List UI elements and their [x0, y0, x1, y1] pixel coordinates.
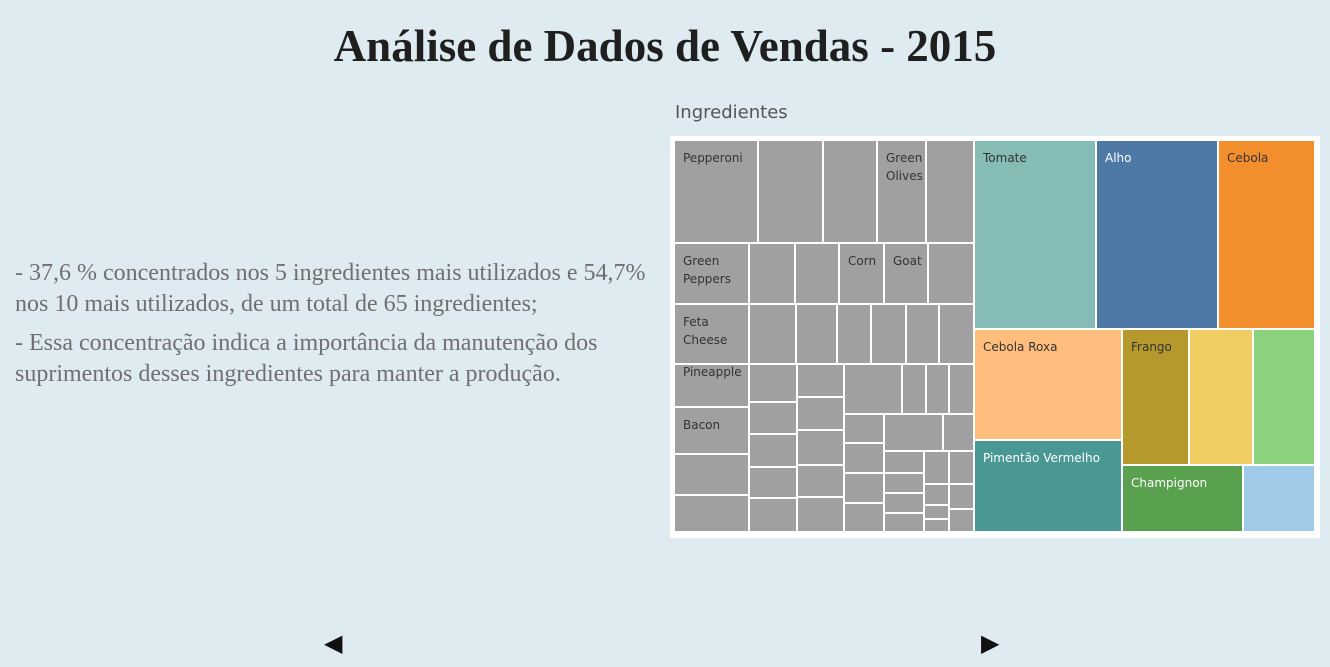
treemap-cell-other[interactable]	[675, 365, 748, 406]
treemap-cell-other[interactable]	[750, 244, 794, 303]
treemap-cell-other[interactable]	[750, 468, 796, 497]
treemap-cell-other[interactable]	[798, 365, 843, 396]
treemap-cell-other[interactable]	[840, 244, 883, 303]
treemap-cell-top-8[interactable]	[1254, 330, 1314, 464]
treemap-cell-pimentão-vermelho[interactable]	[975, 441, 1121, 531]
treemap-label-champignon: Champignon	[1131, 476, 1207, 490]
treemap-cell-other[interactable]	[845, 415, 883, 442]
treemap-cell-champignon[interactable]	[1123, 466, 1242, 531]
treemap-cell-alho[interactable]	[1097, 141, 1217, 328]
treemap-label-green-peppers: Green Peppers	[683, 254, 731, 286]
treemap-cell-other[interactable]	[798, 466, 843, 496]
treemap-cell-other[interactable]	[914, 415, 942, 450]
treemap-cell-other[interactable]	[675, 455, 748, 494]
treemap-chart: Tomate Alho Cebola Cebola Roxa Pimentão Verm…	[670, 136, 1320, 538]
treemap-cell-other[interactable]	[885, 494, 923, 512]
treemap-label-feta-cheese: Feta Cheese	[683, 315, 727, 347]
chart-title: Ingredientes	[675, 102, 788, 123]
treemap-cell-other[interactable]	[675, 305, 748, 363]
treemap-cell-other[interactable]	[796, 244, 838, 303]
treemap-cell-frango[interactable]	[1123, 330, 1188, 464]
treemap-cell-cebola-roxa[interactable]	[975, 330, 1121, 439]
treemap-cell-other[interactable]	[925, 520, 948, 531]
treemap-cell-other[interactable]	[872, 305, 905, 363]
treemap-cell-other[interactable]	[845, 474, 883, 502]
treemap-cell-other[interactable]	[750, 365, 796, 401]
treemap-cell-other[interactable]	[874, 365, 901, 413]
treemap-cell-other[interactable]	[759, 141, 822, 242]
treemap-label-tomate: Tomate	[982, 151, 1027, 165]
treemap-cell-other[interactable]	[885, 244, 927, 303]
treemap-label-green-olives: Green Olives	[886, 151, 923, 183]
treemap-cell-other[interactable]	[675, 408, 748, 453]
treemap-label-pimentão-vermelho: Pimentão Vermelho	[983, 451, 1100, 465]
treemap-cell-other[interactable]	[950, 485, 973, 508]
treemap-cell-other[interactable]	[750, 499, 796, 531]
treemap-label-cebola: Cebola	[1227, 151, 1268, 165]
insights-text: - 37,6 % concentrados nos 5 ingredientes…	[15, 258, 655, 398]
treemap-cell-other[interactable]	[750, 305, 795, 363]
treemap-cell-other[interactable]	[845, 444, 883, 472]
treemap-cell-other[interactable]	[950, 510, 973, 531]
page-title: Análise de Dados de Vendas - 2015	[333, 21, 997, 71]
treemap-cell-other[interactable]	[903, 365, 925, 413]
treemap-cell-other[interactable]	[927, 365, 948, 413]
treemap-cell-other[interactable]	[798, 498, 843, 531]
previous-arrow-icon[interactable]: ◀	[324, 629, 343, 657]
treemap-cell-other[interactable]	[797, 305, 836, 363]
treemap-cell-other[interactable]	[878, 141, 925, 242]
treemap-cell-other[interactable]	[929, 244, 973, 303]
treemap-cell-other[interactable]	[798, 431, 843, 464]
treemap-cell-other[interactable]	[750, 435, 796, 466]
treemap-label-alho: Alho	[1105, 151, 1132, 165]
treemap-cell-top-7[interactable]	[1190, 330, 1252, 464]
insight-1: - 37,6 % concentrados nos 5 ingredientes…	[15, 260, 646, 317]
treemap-label-pepperoni: Pepperoni	[683, 151, 743, 165]
treemap-cell-other[interactable]	[885, 514, 923, 531]
insight-2: - Essa concentração indica a importância…	[15, 330, 598, 387]
treemap-cell-other[interactable]	[925, 452, 948, 483]
treemap-cell-other[interactable]	[950, 365, 973, 413]
treemap-cell-other[interactable]	[750, 403, 796, 433]
treemap-cell-other[interactable]	[927, 141, 973, 242]
treemap-cell-other[interactable]	[675, 244, 748, 303]
treemap-cell-other[interactable]	[944, 415, 973, 450]
treemap-cell-top-10[interactable]	[1244, 466, 1314, 531]
treemap-svg: Tomate Alho Cebola Cebola Roxa Pimentão Verm…	[675, 141, 1314, 531]
treemap-cell-cebola[interactable]	[1219, 141, 1314, 328]
treemap-label-cebola-roxa: Cebola Roxa	[983, 340, 1057, 354]
treemap-label-frango: Frango	[1131, 340, 1172, 354]
treemap-cell-other[interactable]	[885, 452, 923, 472]
treemap-cell-other[interactable]	[925, 506, 948, 518]
treemap-cell-other[interactable]	[838, 305, 870, 363]
treemap-cell-other[interactable]	[845, 365, 872, 413]
treemap-cell-tomate[interactable]	[975, 141, 1095, 328]
next-arrow-icon[interactable]: ▶	[981, 629, 1000, 657]
treemap-cell-other[interactable]	[845, 504, 883, 531]
treemap-cell-other[interactable]	[940, 305, 973, 363]
treemap-cell-other[interactable]	[950, 452, 973, 483]
treemap-cell-other[interactable]	[925, 485, 948, 504]
treemap-label-pineapple: Pineapple	[683, 365, 742, 379]
treemap-cell-other[interactable]	[675, 141, 757, 242]
treemap-cell-other[interactable]	[798, 398, 843, 429]
treemap-cell-other[interactable]	[885, 474, 923, 492]
treemap-label-goat: Goat	[893, 254, 922, 268]
treemap-label-corn: Corn	[848, 254, 876, 268]
treemap-cell-other[interactable]	[907, 305, 938, 363]
treemap-cell-other[interactable]	[675, 496, 748, 531]
treemap-label-bacon: Bacon	[683, 418, 720, 432]
treemap-cell-other[interactable]	[824, 141, 876, 242]
